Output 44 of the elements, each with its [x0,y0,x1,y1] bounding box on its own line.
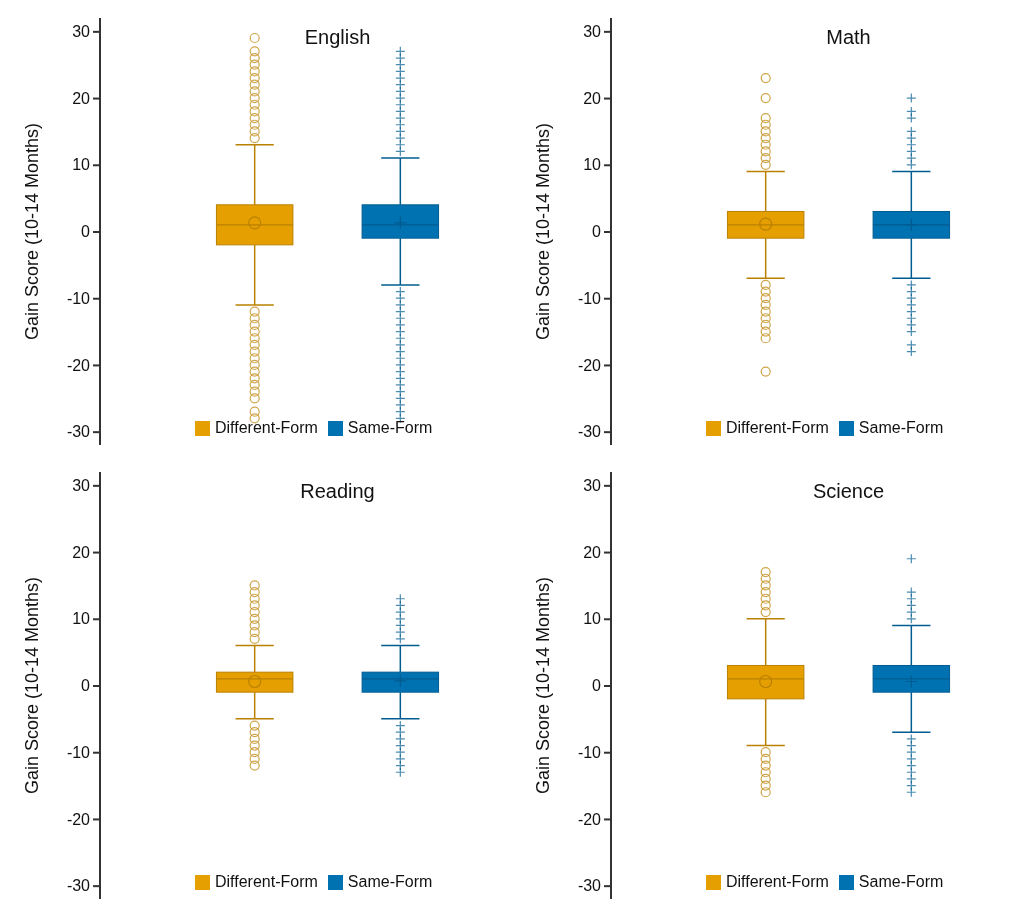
chart-title: Math [826,26,871,48]
legend-label: Same-Form [347,873,433,891]
chart-title: Science [812,480,885,502]
y-tick-label: 20 [583,543,602,561]
y-axis-title: Gain Score (10-14 Months) [533,576,553,795]
legend-label: Different-Form [726,873,829,891]
y-tick-label: -30 [66,423,91,441]
chart-title: English [304,26,371,48]
y-tick-label: -20 [577,810,602,828]
y-tick-label: -30 [577,423,602,441]
y-tick-label: 30 [72,476,91,494]
y-tick-label: 10 [583,156,602,174]
legend-label: Different-Form [215,873,318,891]
y-tick-label: -20 [577,356,602,374]
y-tick-label: 10 [72,610,91,628]
y-tick-label: 0 [592,223,602,241]
y-tick-label: 0 [81,677,91,695]
y-axis-title: Gain Score (10-14 Months) [22,576,42,795]
y-tick-label: 10 [72,156,91,174]
y-tick-label: 20 [72,543,91,561]
y-tick-label: 10 [583,610,602,628]
legend-label: Same-Form [858,419,944,437]
legend-label: Different-Form [215,419,318,437]
y-axis-title: Gain Score (10-14 Months) [22,122,42,341]
y-tick-label: -30 [66,877,91,895]
chart-title: Reading [300,480,375,502]
legend-label: Same-Form [858,873,944,891]
y-tick-label: -30 [577,877,602,895]
y-tick-label: -20 [66,356,91,374]
y-tick-label: 30 [583,22,602,40]
y-tick-label: -10 [577,289,602,307]
y-tick-label: 20 [72,89,91,107]
y-tick-label: 0 [81,223,91,241]
legend-label: Different-Form [726,419,829,437]
legend-label: Same-Form [347,419,433,437]
y-tick-label: -10 [577,743,602,761]
y-tick-label: -10 [66,289,91,307]
y-tick-label: 20 [583,89,602,107]
y-tick-label: 30 [72,22,91,40]
y-tick-label: -20 [66,810,91,828]
y-tick-label: -10 [66,743,91,761]
y-tick-label: 0 [592,677,602,695]
y-axis-title: Gain Score (10-14 Months) [533,122,553,341]
y-tick-label: 30 [583,476,602,494]
